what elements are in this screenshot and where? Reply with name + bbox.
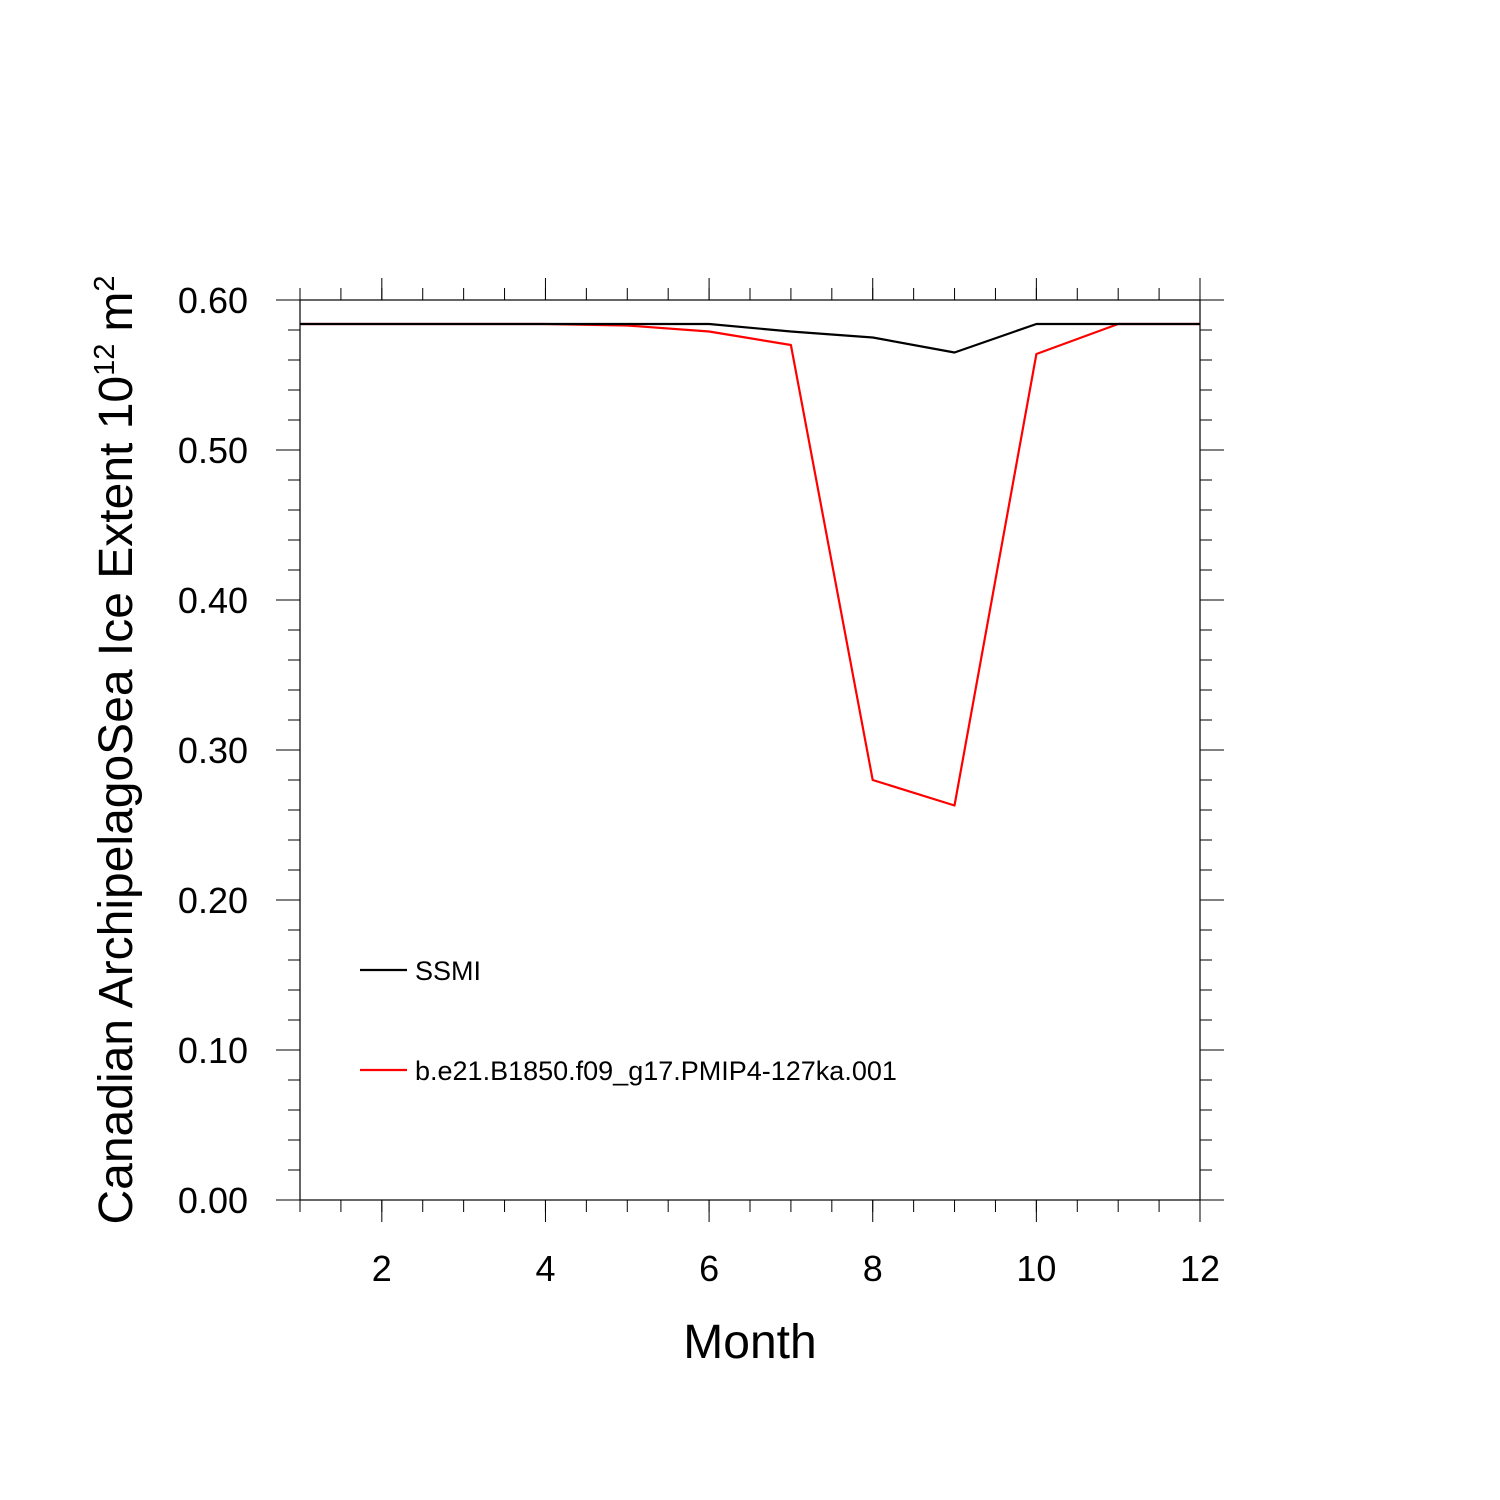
y-tick-label: 0.10	[178, 1030, 248, 1071]
series-layer	[300, 322, 1200, 807]
major-ticks	[276, 278, 1224, 1222]
y-axis-title-unit: m	[90, 292, 143, 332]
series-line-ssmi	[300, 322, 1200, 354]
y-tick-label: 0.60	[178, 280, 248, 321]
plot-frame	[299, 299, 1201, 1201]
legend-label: SSMI	[415, 956, 481, 986]
y-axis-title: Canadian ArchipelagoSea Ice Extent 1012 m…	[89, 276, 143, 1225]
x-tick-label: 4	[535, 1248, 555, 1289]
y-tick-label: 0.00	[178, 1180, 248, 1221]
x-tick-labels: 2 4 6 8 10 12	[372, 1248, 1220, 1289]
x-tick-label: 6	[699, 1248, 719, 1289]
y-axis-title-main: Canadian ArchipelagoSea Ice Extent 10	[90, 376, 143, 1225]
x-axis-title: Month	[683, 1316, 816, 1369]
series-line-b-e21-b1850-f09-g17-pmip4-127ka-001	[300, 322, 1200, 807]
x-tick-label: 12	[1180, 1248, 1220, 1289]
y-tick-label: 0.30	[178, 730, 248, 771]
y-tick-labels: 0.00 0.10 0.20 0.30 0.40 0.50 0.60	[178, 280, 248, 1221]
y-tick-label: 0.20	[178, 880, 248, 921]
x-tick-label: 10	[1016, 1248, 1056, 1289]
y-axis-title-unit-exponent: 2	[89, 276, 121, 292]
x-tick-label: 8	[863, 1248, 883, 1289]
y-axis-title-exponent: 12	[89, 344, 121, 376]
y-tick-label: 0.40	[178, 580, 248, 621]
legend: SSMI b.e21.B1850.f09_g17.PMIP4-127ka.001	[360, 956, 897, 1086]
x-tick-label: 2	[372, 1248, 392, 1289]
y-tick-label: 0.50	[178, 430, 248, 471]
legend-label: b.e21.B1850.f09_g17.PMIP4-127ka.001	[415, 1056, 897, 1086]
